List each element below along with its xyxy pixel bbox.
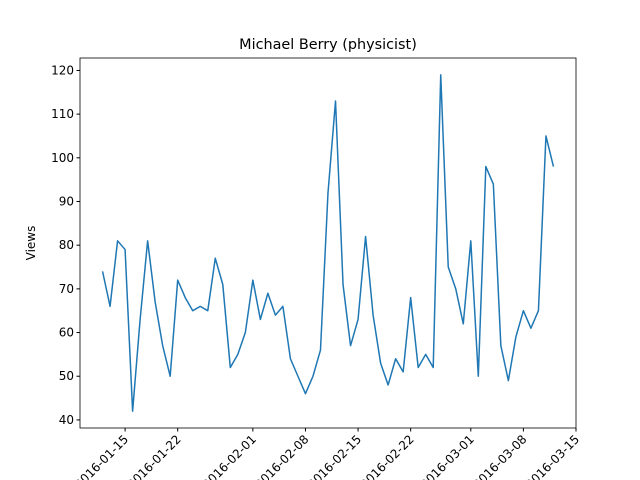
- y-tick-label: 50: [59, 369, 74, 383]
- line-series: [101, 74, 555, 412]
- y-tick-label: 70: [59, 282, 74, 296]
- y-axis-label: Views: [24, 226, 38, 261]
- y-tick-label: 60: [59, 326, 74, 340]
- y-tick-label: 100: [51, 151, 74, 165]
- plot-frame: [79, 57, 577, 429]
- y-tick-label: 90: [59, 195, 74, 209]
- y-tick-label: 110: [51, 107, 74, 121]
- chart-title: Michael Berry (physicist): [239, 37, 417, 53]
- y-tick-label: 40: [59, 413, 74, 427]
- y-tick-label: 80: [59, 238, 74, 252]
- y-tick-label: 120: [51, 63, 74, 77]
